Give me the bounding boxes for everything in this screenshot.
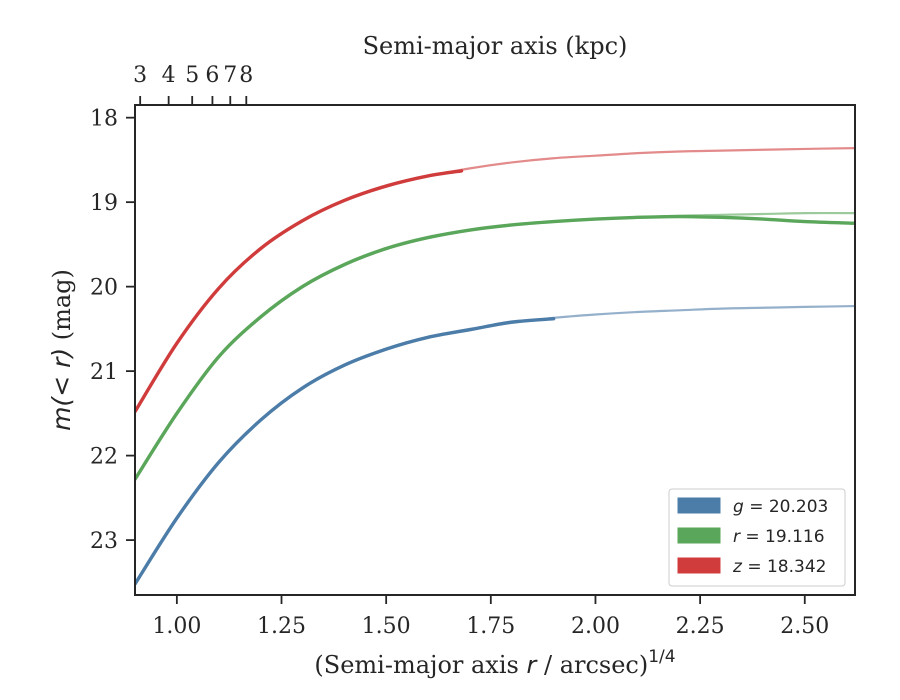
- series-z-model-line: [135, 146, 855, 413]
- top-x-tick-label-4: 7: [223, 63, 237, 88]
- y-tick-label-5: 23: [90, 529, 118, 554]
- series-layer: [135, 146, 855, 586]
- series-z-data-line: [135, 169, 464, 414]
- y-tick-label-3: 21: [90, 360, 118, 385]
- legend-swatch-r: [677, 527, 721, 544]
- y-tick-label-4: 22: [90, 445, 118, 470]
- top-x-tick-label-5: 8: [239, 63, 253, 88]
- y-axis-title: m(< r) (mag): [47, 269, 76, 431]
- plot-frame: [134, 104, 856, 596]
- top-x-tick-label-0: 3: [133, 63, 147, 88]
- y-axis-title-var: m: [47, 407, 76, 431]
- top-x-tick-label-3: 6: [205, 63, 219, 88]
- x-axis-title-var: r: [526, 651, 538, 679]
- x-axis-title-prefix: (Semi-major axis: [314, 651, 526, 679]
- x-tick-label-2: 1.50: [362, 614, 411, 639]
- top-x-tick-label-1: 4: [162, 63, 176, 88]
- legend: g = 20.203 r = 19.116 z = 18.342: [668, 488, 846, 587]
- y-tick-label-1: 19: [90, 191, 118, 216]
- x-axis-title-mid: / arcsec): [536, 651, 648, 679]
- x-tick-label-0: 1.00: [152, 614, 201, 639]
- bottom-x-axis: 1.00 1.25 1.50 1.75 2.00 2.25 2.50: [152, 595, 829, 639]
- top-x-tick-label-2: 5: [185, 63, 199, 88]
- y-axis: 18 19 20 21 22 23: [90, 107, 135, 554]
- series-g-data-line: [135, 317, 556, 586]
- x-tick-label-6: 2.50: [780, 614, 829, 639]
- series-r-model-line: [135, 211, 855, 481]
- y-axis-title-suffix: (mag): [48, 269, 76, 348]
- x-axis-title: (Semi-major axis r / arcsec)1/4: [314, 647, 675, 679]
- legend-label-z: z = 18.342: [732, 557, 826, 577]
- y-axis-title-inner: (< r): [47, 348, 76, 407]
- legend-swatch-z: [677, 557, 721, 574]
- y-tick-label-0: 18: [90, 107, 118, 132]
- top-x-axis-title: Semi-major axis (kpc): [363, 32, 628, 60]
- y-tick-label-2: 20: [90, 276, 118, 301]
- series-r-data-line: [135, 214, 855, 481]
- legend-label-g: g = 20.203: [733, 497, 828, 517]
- x-tick-label-5: 2.25: [676, 614, 725, 639]
- x-tick-label-1: 1.25: [257, 614, 306, 639]
- legend-swatch-g: [677, 497, 721, 514]
- x-tick-label-3: 1.75: [466, 614, 515, 639]
- legend-label-r: r = 19.116: [733, 527, 825, 547]
- x-axis-title-exponent: 1/4: [648, 647, 675, 667]
- x-tick-label-4: 2.00: [571, 614, 620, 639]
